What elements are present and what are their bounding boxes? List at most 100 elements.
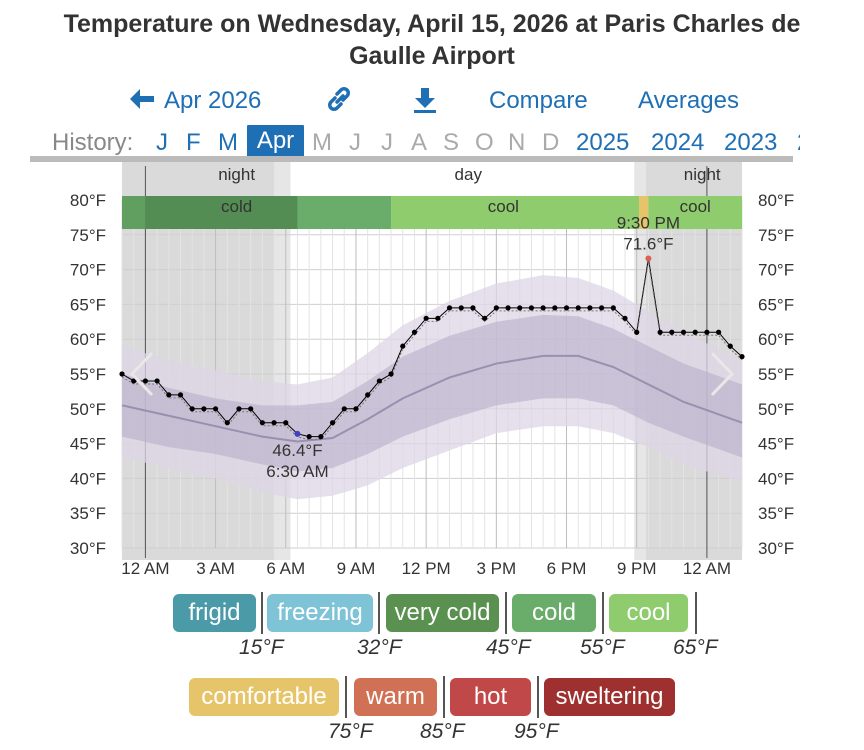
history-underline: [30, 156, 793, 162]
y-tick-right: 40°F: [758, 469, 794, 488]
legend-separator: [695, 592, 697, 634]
observed-point: [318, 434, 324, 440]
min-time-label: 6:30 AM: [266, 462, 328, 481]
observed-point: [212, 406, 219, 412]
averages-link[interactable]: Averages: [638, 87, 739, 114]
observed-point: [177, 392, 184, 398]
observed-point: [142, 378, 148, 384]
observed-point: [189, 406, 195, 412]
observed-point: [610, 305, 616, 311]
observed-point: [400, 343, 406, 349]
arrow-left-icon: [130, 89, 154, 109]
legend-threshold: 15°F: [239, 636, 284, 659]
y-tick-left: 75°F: [70, 226, 106, 245]
y-tick-left: 45°F: [70, 435, 106, 454]
observed-point: [482, 315, 488, 321]
legend-chip-cold: cold: [512, 594, 596, 632]
year-link-2022[interactable]: 202: [797, 128, 800, 158]
compare-link[interactable]: Compare: [489, 87, 588, 114]
condition-band-4: [639, 196, 649, 229]
y-tick-left: 80°F: [70, 191, 106, 210]
legend-separator: [378, 592, 380, 634]
y-tick-right: 70°F: [758, 261, 794, 280]
back-link[interactable]: Apr 2026: [128, 86, 261, 116]
legend-chip-hot: hot: [450, 678, 531, 716]
y-tick-left: 30°F: [70, 539, 106, 558]
month-may: M: [312, 129, 332, 156]
legend-separator: [602, 592, 604, 634]
x-tick-label: 3 AM: [196, 559, 235, 578]
y-tick-right: 60°F: [758, 330, 794, 349]
observed-point: [248, 406, 254, 412]
observed-point: [423, 315, 429, 321]
y-tick-right: 65°F: [758, 295, 794, 314]
max-temp-label: 71.6°F: [623, 234, 673, 253]
y-tick-right: 75°F: [758, 226, 794, 245]
x-tick-label: 6 PM: [547, 559, 587, 578]
chevron-right-icon[interactable]: [710, 352, 735, 396]
observed-point: [435, 315, 441, 321]
legend-chip-frigid: frigid: [173, 594, 256, 632]
y-tick-left: 40°F: [70, 469, 106, 488]
month-tab-apr-selected[interactable]: Apr: [247, 125, 304, 159]
legend-threshold: 75°F: [328, 720, 373, 743]
observed-point: [727, 343, 733, 349]
condition-band-2: [297, 196, 392, 229]
y-tick-left: 65°F: [70, 295, 106, 314]
observed-point: [376, 378, 382, 384]
daylight-label-day: day: [455, 165, 483, 184]
month-link-feb[interactable]: F: [186, 129, 201, 156]
condition-band-3: [391, 196, 640, 229]
observed-point: [119, 371, 125, 377]
month-link-jan[interactable]: J: [156, 129, 168, 156]
legend-threshold: 32°F: [357, 636, 402, 659]
month-oct: O: [475, 129, 494, 156]
y-tick-right: 35°F: [758, 504, 794, 523]
daylight-label-night1: night: [218, 165, 255, 184]
month-dec: D: [542, 129, 560, 156]
month-link-mar[interactable]: M: [218, 129, 238, 156]
chevron-left-icon[interactable]: [129, 352, 154, 396]
y-tick-right: 80°F: [758, 191, 794, 210]
observed-point: [131, 378, 137, 384]
observed-point: [692, 329, 698, 335]
page-title: Temperature on Wednesday, April 15, 2026…: [0, 8, 864, 72]
observed-point: [446, 305, 453, 311]
year-link-2025[interactable]: 2025: [576, 129, 630, 156]
observed-point: [271, 420, 277, 426]
y-tick-left: 60°F: [70, 330, 106, 349]
history-label: History:: [52, 129, 134, 156]
legend-threshold: 55°F: [580, 636, 625, 659]
y-tick-left: 70°F: [70, 261, 106, 280]
permalink-button[interactable]: [326, 86, 352, 118]
y-tick-right: 55°F: [758, 365, 794, 384]
y-tick-left: 50°F: [70, 400, 106, 419]
x-tick-label: 6 AM: [266, 559, 305, 578]
legend-threshold: 95°F: [514, 720, 559, 743]
min-temp-label: 46.4°F: [272, 441, 322, 460]
observed-point: [236, 406, 242, 412]
condition-band-night-shade: [122, 196, 298, 229]
legend-threshold: 65°F: [673, 636, 718, 659]
year-link-2023[interactable]: 2023: [724, 129, 778, 156]
x-tick-label: 12 AM: [121, 559, 169, 578]
observed-point: [306, 434, 312, 440]
observed-point: [493, 305, 499, 311]
legend-separator: [537, 676, 539, 718]
legend-chip-warm: warm: [354, 678, 437, 716]
legend-chip-sweltering: sweltering: [544, 678, 675, 716]
observed-point: [716, 329, 722, 335]
x-tick-label: 9 AM: [337, 559, 376, 578]
year-link-2024[interactable]: 2024: [651, 129, 705, 156]
x-tick-label: 12 AM: [683, 559, 731, 578]
observed-point: [622, 315, 628, 321]
observed-point: [704, 329, 710, 335]
observed-point: [166, 392, 172, 398]
month-jun: J: [349, 129, 361, 156]
observed-point: [470, 305, 476, 311]
legend-threshold: 45°F: [486, 636, 531, 659]
y-tick-right: 45°F: [758, 435, 794, 454]
download-button[interactable]: [412, 86, 438, 118]
back-link-label: Apr 2026: [164, 87, 262, 114]
